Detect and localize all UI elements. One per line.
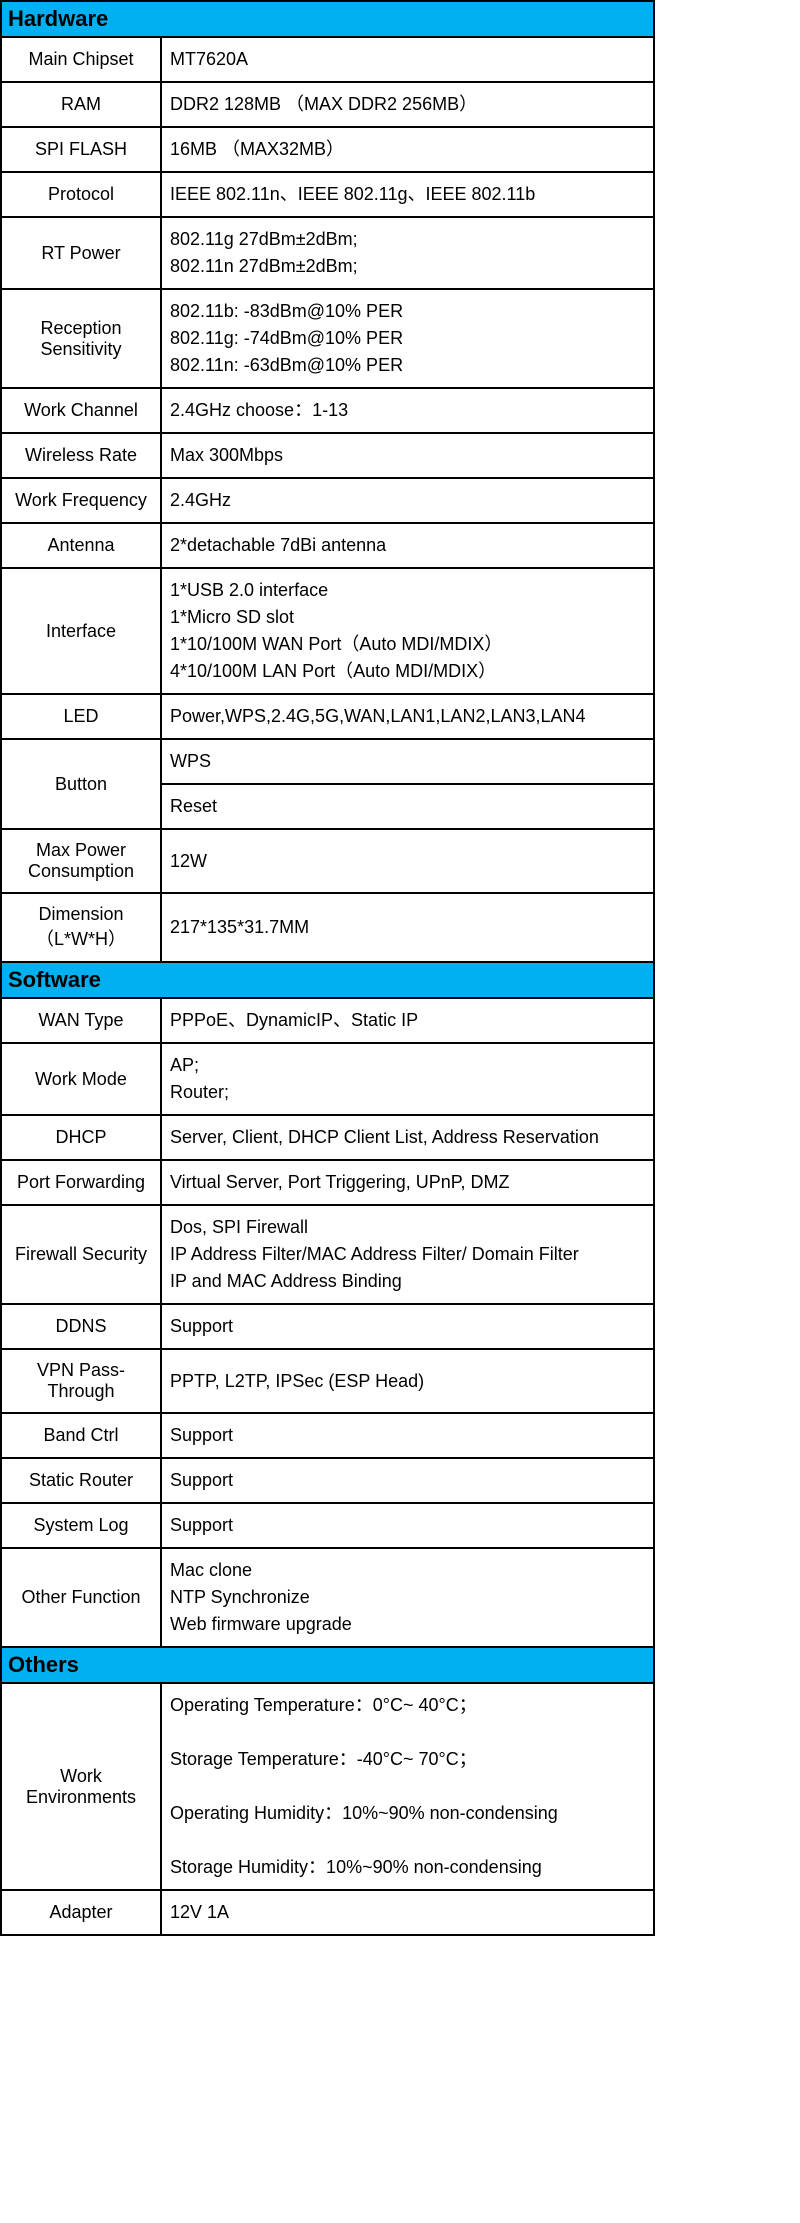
row-label: DHCP [1, 1115, 161, 1160]
row-label: Work Environments [1, 1683, 161, 1890]
table-row: Reception Sensitivity 802.11b: -83dBm@10… [1, 289, 654, 388]
table-row: WAN Type PPPoE、DynamicIP、Static IP [1, 998, 654, 1043]
row-label: Main Chipset [1, 37, 161, 82]
row-label: Other Function [1, 1548, 161, 1647]
row-value: Mac clone NTP Synchronize Web firmware u… [161, 1548, 654, 1647]
row-label: Max Power Consumption [1, 829, 161, 893]
row-value: Power,WPS,2.4G,5G,WAN,LAN1,LAN2,LAN3,LAN… [161, 694, 654, 739]
row-value: Server, Client, DHCP Client List, Addres… [161, 1115, 654, 1160]
table-row: Static Router Support [1, 1458, 654, 1503]
row-value: PPPoE、DynamicIP、Static IP [161, 998, 654, 1043]
spec-table: Hardware Main Chipset MT7620A RAM DDR2 1… [0, 0, 655, 1936]
table-row: Max Power Consumption 12W [1, 829, 654, 893]
row-label: VPN Pass-Through [1, 1349, 161, 1413]
table-row: Button WPS [1, 739, 654, 784]
row-label: System Log [1, 1503, 161, 1548]
table-row: DHCP Server, Client, DHCP Client List, A… [1, 1115, 654, 1160]
table-row: Firewall Security Dos, SPI Firewall IP A… [1, 1205, 654, 1304]
row-label: Antenna [1, 523, 161, 568]
row-value: 12V 1A [161, 1890, 654, 1935]
table-row: Band Ctrl Support [1, 1413, 654, 1458]
table-row: Wireless Rate Max 300Mbps [1, 433, 654, 478]
section-header-others: Others [1, 1647, 654, 1683]
row-value: 2.4GHz [161, 478, 654, 523]
table-row: LED Power,WPS,2.4G,5G,WAN,LAN1,LAN2,LAN3… [1, 694, 654, 739]
section-header-hardware: Hardware [1, 1, 654, 37]
table-row: RT Power 802.11g 27dBm±2dBm; 802.11n 27d… [1, 217, 654, 289]
row-value: Operating Temperature：0°C~ 40°C； Storage… [161, 1683, 654, 1890]
row-label: Band Ctrl [1, 1413, 161, 1458]
row-value: DDR2 128MB （MAX DDR2 256MB） [161, 82, 654, 127]
row-value: Reset [161, 784, 654, 829]
row-value: Support [161, 1503, 654, 1548]
table-row: SPI FLASH 16MB （MAX32MB） [1, 127, 654, 172]
table-row: Other Function Mac clone NTP Synchronize… [1, 1548, 654, 1647]
row-value: Support [161, 1304, 654, 1349]
row-label: Interface [1, 568, 161, 694]
row-value: 2.4GHz choose：1-13 [161, 388, 654, 433]
row-value: PPTP, L2TP, IPSec (ESP Head) [161, 1349, 654, 1413]
row-value: Max 300Mbps [161, 433, 654, 478]
row-label: Protocol [1, 172, 161, 217]
table-row: System Log Support [1, 1503, 654, 1548]
row-value: MT7620A [161, 37, 654, 82]
table-row: DDNS Support [1, 1304, 654, 1349]
row-value: 802.11b: -83dBm@10% PER 802.11g: -74dBm@… [161, 289, 654, 388]
row-value: 1*USB 2.0 interface 1*Micro SD slot 1*10… [161, 568, 654, 694]
row-label: Reception Sensitivity [1, 289, 161, 388]
row-label: DDNS [1, 1304, 161, 1349]
row-value: Virtual Server, Port Triggering, UPnP, D… [161, 1160, 654, 1205]
row-value: Support [161, 1458, 654, 1503]
table-row: Adapter 12V 1A [1, 1890, 654, 1935]
row-value: WPS [161, 739, 654, 784]
row-value: 16MB （MAX32MB） [161, 127, 654, 172]
table-row: Antenna 2*detachable 7dBi antenna [1, 523, 654, 568]
row-label: Dimension （L*W*H） [1, 893, 161, 962]
row-value: 217*135*31.7MM [161, 893, 654, 962]
row-value: 2*detachable 7dBi antenna [161, 523, 654, 568]
row-label: LED [1, 694, 161, 739]
row-label: Static Router [1, 1458, 161, 1503]
row-label: Button [1, 739, 161, 829]
row-label: Work Frequency [1, 478, 161, 523]
table-row: VPN Pass-Through PPTP, L2TP, IPSec (ESP … [1, 1349, 654, 1413]
row-label: SPI FLASH [1, 127, 161, 172]
row-label: Adapter [1, 1890, 161, 1935]
row-label: Work Channel [1, 388, 161, 433]
table-row: Port Forwarding Virtual Server, Port Tri… [1, 1160, 654, 1205]
table-row: Dimension （L*W*H） 217*135*31.7MM [1, 893, 654, 962]
row-label: RT Power [1, 217, 161, 289]
table-row: Protocol IEEE 802.11n、IEEE 802.11g、IEEE … [1, 172, 654, 217]
row-label: Work Mode [1, 1043, 161, 1115]
table-row: Work Mode AP; Router; [1, 1043, 654, 1115]
row-value: AP; Router; [161, 1043, 654, 1115]
row-value: 802.11g 27dBm±2dBm; 802.11n 27dBm±2dBm; [161, 217, 654, 289]
row-value: IEEE 802.11n、IEEE 802.11g、IEEE 802.11b [161, 172, 654, 217]
row-label: Port Forwarding [1, 1160, 161, 1205]
table-row: Work Environments Operating Temperature：… [1, 1683, 654, 1890]
row-value: Dos, SPI Firewall IP Address Filter/MAC … [161, 1205, 654, 1304]
table-row: Work Channel 2.4GHz choose：1-13 [1, 388, 654, 433]
row-value: Support [161, 1413, 654, 1458]
table-row: Interface 1*USB 2.0 interface 1*Micro SD… [1, 568, 654, 694]
table-row: Main Chipset MT7620A [1, 37, 654, 82]
row-label: Wireless Rate [1, 433, 161, 478]
section-header-software: Software [1, 962, 654, 998]
row-value: 12W [161, 829, 654, 893]
table-row: Work Frequency 2.4GHz [1, 478, 654, 523]
row-label: WAN Type [1, 998, 161, 1043]
row-label: RAM [1, 82, 161, 127]
table-row: RAM DDR2 128MB （MAX DDR2 256MB） [1, 82, 654, 127]
row-label: Firewall Security [1, 1205, 161, 1304]
